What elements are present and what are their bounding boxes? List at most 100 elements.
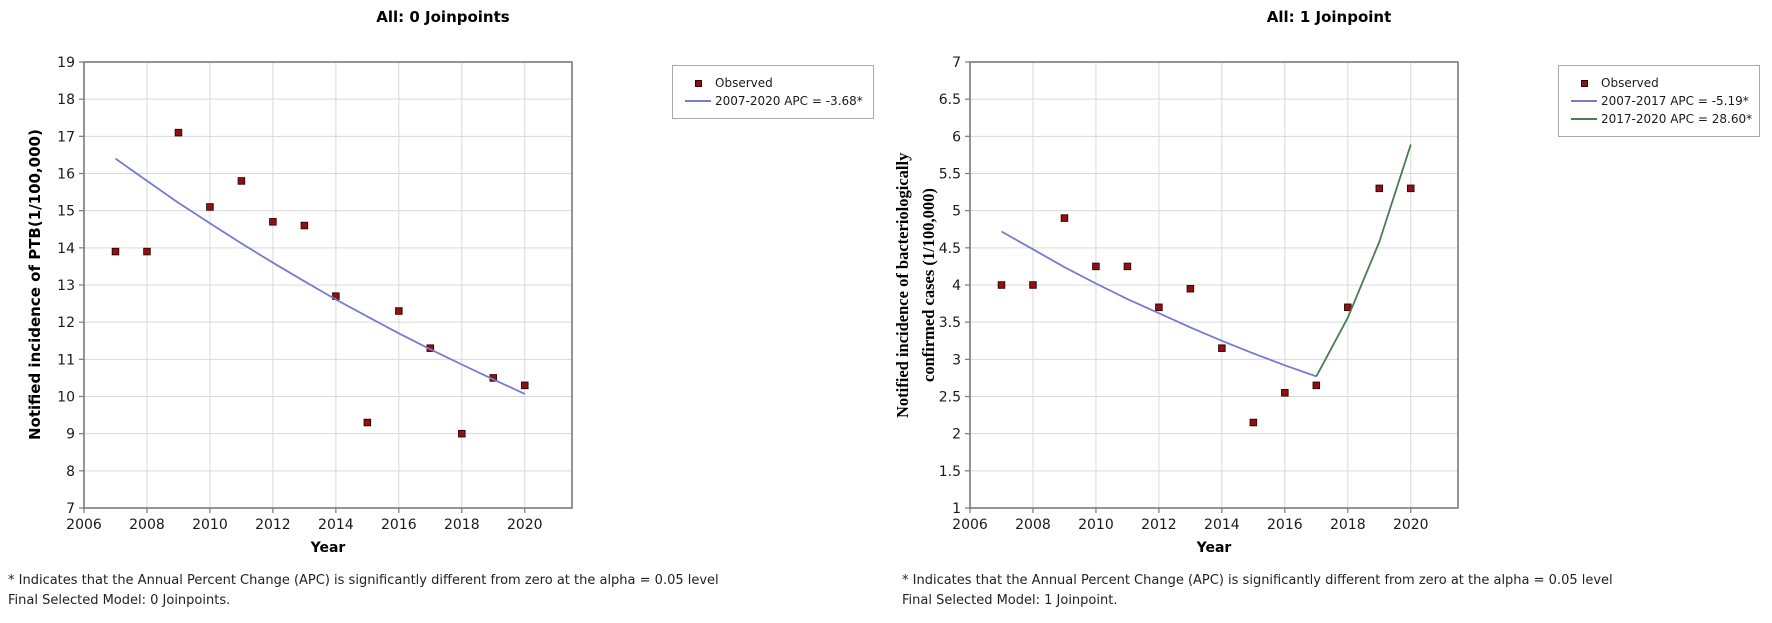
y-tick-label: 11 bbox=[57, 352, 75, 368]
tick-marks bbox=[965, 61, 1412, 513]
observed-point bbox=[269, 218, 277, 226]
y-tick-label: 7 bbox=[66, 501, 75, 517]
y-tick-label: 2.5 bbox=[939, 390, 961, 406]
x-tick-label: 2008 bbox=[129, 517, 165, 533]
y-tick-label: 9 bbox=[66, 427, 75, 443]
series-line bbox=[1315, 144, 1412, 377]
x-tick-label: 2018 bbox=[444, 517, 480, 533]
trend-line-icon bbox=[1571, 100, 1597, 102]
x-tick-label: 2008 bbox=[1015, 517, 1051, 533]
observed-marker-icon bbox=[694, 79, 702, 87]
legend-label: 2007-2020 APC = -3.68* bbox=[715, 94, 863, 108]
y-tick-label: 19 bbox=[57, 55, 75, 71]
observed-point bbox=[1281, 389, 1289, 397]
observed-point bbox=[395, 307, 403, 315]
chart-title: All: 0 Joinpoints bbox=[376, 8, 510, 26]
plot-area: 2006 2008 2010 2012 2014 2016 2018 2020 7 8 9 10 11 1… bbox=[57, 55, 573, 556]
plot-frame bbox=[969, 61, 1459, 509]
x-tick-label: 2010 bbox=[192, 517, 228, 533]
x-tick-label: 2014 bbox=[318, 517, 354, 533]
legend-item: 2017-2020 APC = 28.60* bbox=[1567, 111, 1752, 127]
series-scatter bbox=[997, 184, 1415, 427]
observed-point bbox=[521, 381, 529, 390]
observed-point bbox=[300, 221, 309, 230]
observed-point bbox=[1407, 184, 1415, 193]
legend-item: Observed bbox=[681, 75, 865, 91]
x-tick-label: 2012 bbox=[255, 517, 291, 533]
y-tick-label: 4 bbox=[952, 278, 961, 294]
observed-point bbox=[1029, 281, 1037, 289]
observed-point bbox=[111, 247, 120, 256]
y-tick-label: 5.5 bbox=[939, 167, 961, 183]
observed-point bbox=[1186, 284, 1195, 293]
chart-title: All: 1 Joinpoint bbox=[1266, 8, 1392, 26]
observed-marker-icon bbox=[1580, 79, 1588, 87]
footnote-line-apc: * Indicates that the Annual Percent Chan… bbox=[8, 573, 719, 588]
legend-label: Observed bbox=[1601, 76, 1659, 90]
series-line bbox=[114, 157, 526, 395]
y-tick-label: 15 bbox=[57, 204, 75, 220]
trend-line bbox=[114, 157, 526, 395]
trend-line-icon bbox=[1571, 118, 1597, 120]
x-tick-label: 2020 bbox=[1393, 517, 1429, 533]
y-tick-label: 8 bbox=[66, 464, 75, 480]
x-tick-label: 2016 bbox=[1267, 517, 1303, 533]
legend-line-swatch bbox=[681, 100, 715, 102]
observed-point bbox=[1312, 381, 1321, 390]
legend: Observed 2007-2017 APC = -5.19* 2017-2020 … bbox=[1558, 65, 1760, 137]
legend-square-swatch bbox=[681, 79, 715, 87]
y-tick-label: 10 bbox=[57, 390, 75, 406]
observed-point bbox=[206, 203, 214, 211]
legend-line-swatch bbox=[1567, 118, 1601, 120]
observed-point bbox=[174, 128, 183, 137]
observed-point bbox=[363, 418, 372, 427]
trend-line-icon bbox=[685, 100, 711, 102]
y-tick-label: 6 bbox=[952, 129, 961, 145]
y-tick-label: 1 bbox=[952, 501, 961, 517]
x-tick-label: 2020 bbox=[507, 517, 543, 533]
observed-point bbox=[1092, 262, 1100, 271]
legend-item: 2007-2020 APC = -3.68* bbox=[681, 93, 865, 109]
x-tick-label: 2016 bbox=[381, 517, 417, 533]
observed-point bbox=[458, 429, 466, 438]
observed-point bbox=[1375, 184, 1384, 193]
x-tick-label: 2010 bbox=[1078, 517, 1114, 533]
observed-point bbox=[1218, 344, 1226, 352]
x-tick-label: 2018 bbox=[1330, 517, 1366, 533]
y-tick-label: 4.5 bbox=[939, 241, 961, 257]
legend-label: 2007-2017 APC = -5.19* bbox=[1601, 94, 1749, 108]
legend-label: Observed bbox=[715, 76, 773, 90]
y-tick-label: 16 bbox=[57, 167, 75, 183]
series-line bbox=[1001, 230, 1317, 378]
x-tick-label: 2014 bbox=[1204, 517, 1240, 533]
x-tick-label: 2006 bbox=[952, 517, 988, 533]
footnote-line-model: Final Selected Model: 1 Joinpoint. bbox=[902, 593, 1118, 608]
legend-line-swatch bbox=[1567, 100, 1601, 102]
y-tick-label: 3 bbox=[952, 352, 961, 368]
y-tick-label: 13 bbox=[57, 278, 75, 294]
footnote-line-model: Final Selected Model: 0 Joinpoints. bbox=[8, 593, 231, 608]
trend-line bbox=[1315, 144, 1412, 377]
y-tick-label: 1.5 bbox=[939, 464, 961, 480]
y-tick-label: 12 bbox=[57, 315, 75, 331]
trend-line bbox=[1001, 230, 1317, 378]
panel-1-joinpoint: All: 1 Joinpoint Notified incidence of b… bbox=[886, 0, 1772, 623]
y-tick-label: 6.5 bbox=[939, 92, 961, 108]
x-axis-title: Year bbox=[1196, 540, 1232, 556]
tick-labels: 2006 2008 2010 2012 2014 2016 2018 2020 7 8 9 10 11 1… bbox=[57, 55, 542, 533]
observed-point bbox=[1060, 214, 1069, 222]
legend: Observed 2007-2020 APC = -3.68* bbox=[672, 65, 874, 119]
footnote-line-apc: * Indicates that the Annual Percent Chan… bbox=[902, 573, 1613, 588]
y-tick-label: 18 bbox=[57, 92, 75, 108]
tick-labels: 2006 2008 2010 2012 2014 2016 2018 2020 1 1.5 2 2.5… bbox=[939, 55, 1429, 533]
x-tick-label: 2006 bbox=[66, 517, 102, 533]
y-tick-label: 5 bbox=[952, 204, 961, 220]
observed-point bbox=[1155, 303, 1163, 312]
y-tick-label: 3.5 bbox=[939, 315, 961, 331]
panel-0-joinpoints: All: 0 Joinpoints Notified incidence of … bbox=[8, 8, 874, 608]
y-tick-label: 2 bbox=[952, 427, 961, 443]
legend-item: Observed bbox=[1567, 75, 1751, 91]
x-tick-label: 2012 bbox=[1141, 517, 1177, 533]
observed-point bbox=[1344, 303, 1352, 312]
